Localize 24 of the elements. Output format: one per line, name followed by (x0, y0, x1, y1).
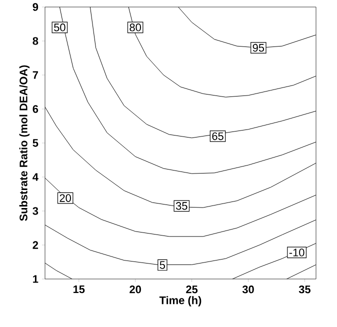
y-tick-label: 4 (32, 173, 38, 181)
x-tick-label: 35 (298, 286, 310, 294)
x-tick-label: 30 (242, 286, 254, 294)
y-tick-label: 6 (32, 105, 38, 113)
annotation: 95 (252, 44, 264, 52)
x-tick-label: 25 (186, 286, 198, 294)
annotation: 80 (130, 24, 141, 32)
x-axis-title: Time (h) (159, 296, 202, 306)
y-tick-label: 7 (32, 71, 38, 79)
y-tick-label: 9 (32, 3, 38, 11)
annotation: 20 (60, 194, 71, 202)
y-tick-label: 3 (32, 207, 38, 215)
annotation: 5 (160, 261, 166, 269)
annotation: 50 (54, 24, 66, 32)
annotation: 35 (176, 202, 188, 210)
x-tick-label: 20 (130, 286, 141, 294)
y-tick-label: 5 (32, 139, 38, 147)
y-tick-label: 2 (32, 241, 38, 249)
annotation: -10 (289, 248, 304, 256)
y-tick-label: 8 (32, 37, 38, 45)
x-tick-label: 15 (73, 286, 85, 294)
annotation: 65 (212, 132, 224, 140)
y-tick-label: 1 (33, 275, 38, 283)
y-axis-title: Substrate Ratio (mol DEA/OA) (19, 65, 30, 221)
